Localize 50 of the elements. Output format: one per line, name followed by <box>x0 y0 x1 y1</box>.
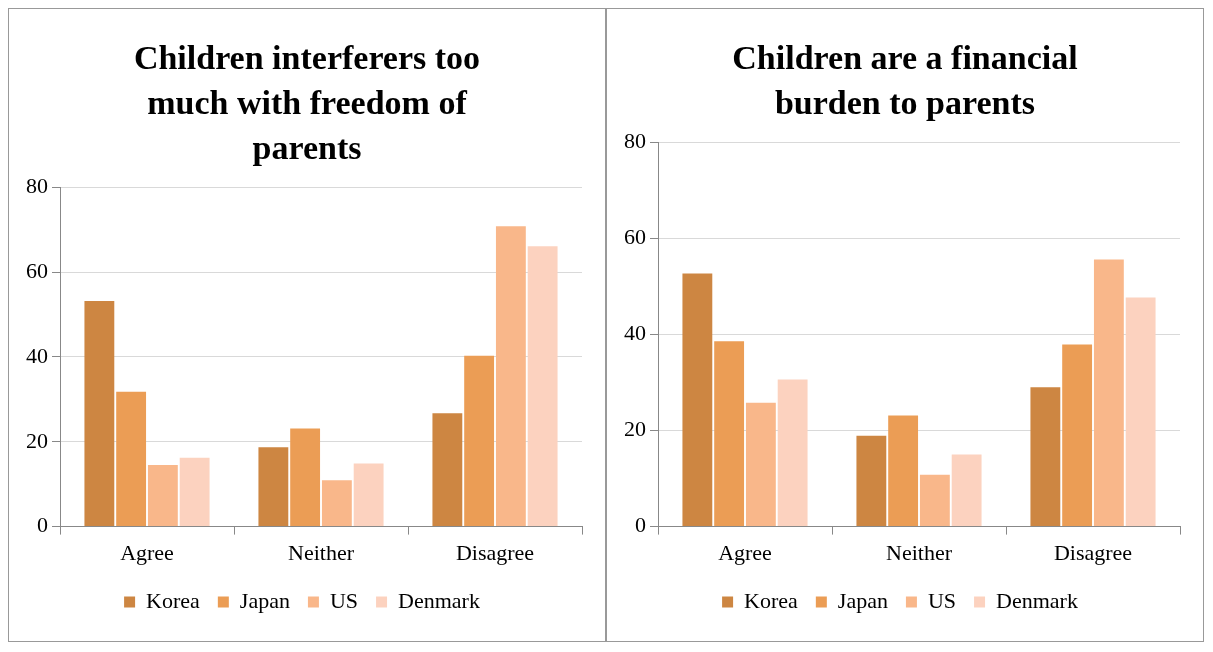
bar <box>495 226 526 527</box>
y-tick-label: 60 <box>624 224 646 250</box>
x-tick-label: Agree <box>718 539 772 565</box>
bar <box>321 480 352 527</box>
bar <box>888 415 919 527</box>
y-tick-label: 20 <box>624 416 646 442</box>
legend-label: Japan <box>837 587 888 613</box>
y-tick-label: 0 <box>635 512 646 538</box>
y-tick-label: 0 <box>37 512 48 538</box>
bar <box>179 457 210 527</box>
y-tick-label: 20 <box>26 427 48 453</box>
bar <box>147 465 178 527</box>
bar <box>258 447 289 527</box>
chart-title: Children interferers too much with freedom of parents <box>132 38 482 168</box>
legend-label: Japan <box>239 587 290 613</box>
bar <box>116 391 147 527</box>
x-tick-label: Disagree <box>455 539 535 565</box>
chart-title: Children are a financial burden to parents <box>731 38 1079 123</box>
x-tick-label: Neither <box>886 539 953 565</box>
bar <box>290 428 321 527</box>
bar <box>1125 297 1156 527</box>
y-tick-label: 60 <box>26 257 48 283</box>
legend-label: Korea <box>744 587 799 613</box>
bar <box>464 355 495 527</box>
bar <box>777 379 808 527</box>
bar <box>84 300 115 527</box>
x-tick-label: Disagree <box>1053 539 1133 565</box>
y-tick-label: 80 <box>624 127 646 153</box>
x-tick-label: Neither <box>288 539 355 565</box>
bar <box>682 273 713 527</box>
bar <box>919 474 950 527</box>
legend-label: US <box>329 587 359 613</box>
x-tick-label: Agree <box>120 539 174 565</box>
y-tick-label: 40 <box>624 320 646 346</box>
legend-label: Korea <box>146 587 201 613</box>
bar <box>432 413 463 527</box>
bar <box>856 435 887 527</box>
bar <box>714 341 745 527</box>
y-tick-label: 80 <box>26 172 48 198</box>
y-tick-label: 40 <box>26 342 48 368</box>
legend-label: US <box>927 587 957 613</box>
legend-label: Denmark <box>996 587 1078 613</box>
bar <box>527 246 558 527</box>
bar <box>1093 259 1124 527</box>
bar <box>1030 387 1061 527</box>
bar <box>353 463 384 527</box>
bar <box>951 454 982 527</box>
bar <box>1062 344 1093 527</box>
legend-label: Denmark <box>398 587 480 613</box>
bar <box>745 402 776 527</box>
